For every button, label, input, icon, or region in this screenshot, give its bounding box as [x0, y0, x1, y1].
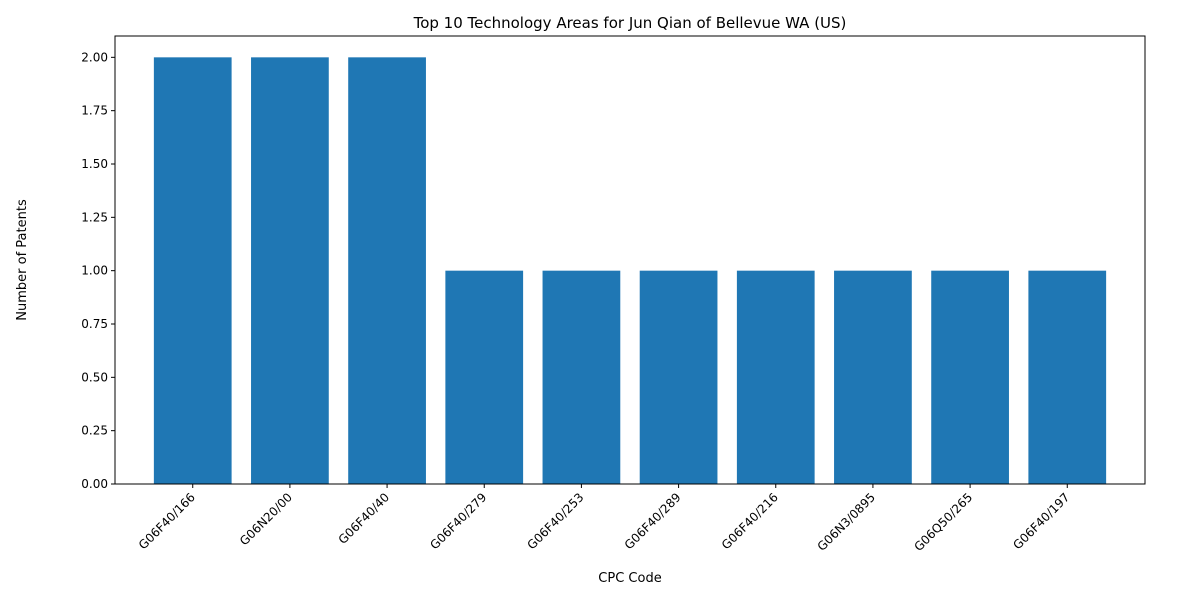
x-tick-label: G06F40/253	[525, 490, 587, 552]
bar-g06f40-279	[445, 271, 523, 484]
y-tick-label: 1.00	[81, 264, 108, 278]
bar-g06n3-0895	[834, 271, 912, 484]
y-tick-label: 2.00	[81, 50, 108, 64]
chart-title: Top 10 Technology Areas for Jun Qian of …	[413, 14, 847, 32]
y-tick-label: 1.50	[81, 157, 108, 171]
x-tick-label: G06N3/0895	[815, 490, 878, 553]
y-axis-label: Number of Patents	[15, 199, 30, 321]
bar-g06f40-197	[1028, 271, 1106, 484]
bar-g06f40-253	[543, 271, 621, 484]
x-tick-label: G06F40/216	[719, 490, 781, 552]
bar-g06q50-265	[931, 271, 1009, 484]
x-tick-label: G06F40/166	[136, 490, 198, 552]
y-tick-label: 1.25	[81, 210, 108, 224]
bars-group	[154, 57, 1106, 484]
y-tick-label: 0.00	[81, 477, 108, 491]
x-tick-label: G06F40/279	[427, 490, 489, 552]
x-tick-label: G06F40/197	[1010, 490, 1072, 552]
x-tick-label: G06F40/289	[622, 490, 684, 552]
y-axis: 0.00 0.25 0.50 0.75 1.00 1.25 1.50 1.75 2.00	[81, 50, 115, 491]
bar-g06f40-166	[154, 57, 232, 484]
x-tick-label: G06F40/40	[336, 490, 393, 547]
bar-g06n20-00	[251, 57, 329, 484]
x-tick-label: G06N20/00	[237, 490, 295, 548]
x-axis-label: CPC Code	[598, 571, 661, 586]
y-tick-label: 1.75	[81, 104, 108, 118]
y-tick-label: 0.25	[81, 424, 108, 438]
bar-g06f40-40	[348, 57, 426, 484]
bar-g06f40-289	[640, 271, 718, 484]
y-tick-label: 0.50	[81, 370, 108, 384]
y-tick-label: 0.75	[81, 317, 108, 331]
bar-g06f40-216	[737, 271, 815, 484]
x-axis: G06F40/166 G06N20/00 G06F40/40 G06F40/279 G0…	[136, 484, 1073, 554]
x-tick-label: G06Q50/265	[911, 490, 975, 554]
